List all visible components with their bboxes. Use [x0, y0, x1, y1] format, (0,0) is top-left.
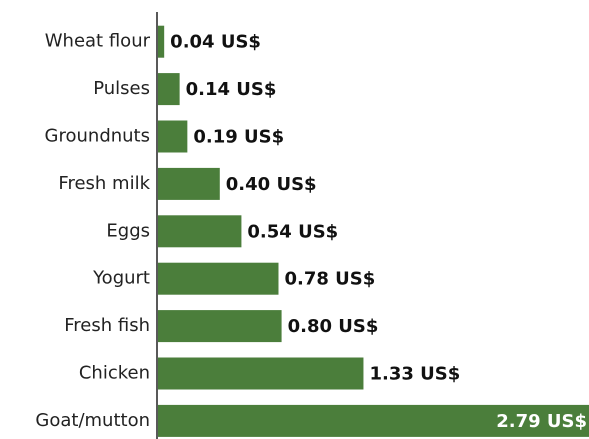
bar: [158, 357, 364, 390]
value-label: 2.79 US$: [496, 411, 587, 432]
bar: [158, 25, 165, 58]
value-label: 0.04 US$: [170, 32, 261, 53]
bar: [158, 404, 589, 437]
category-label: Groundnuts: [45, 126, 150, 147]
bar: [158, 215, 242, 248]
category-label: Chicken: [79, 363, 150, 384]
value-label: 1.33 US$: [369, 364, 460, 385]
category-label: Yogurt: [92, 268, 150, 289]
bar: [158, 73, 180, 106]
value-label: 0.80 US$: [288, 316, 379, 337]
value-label: 0.40 US$: [226, 174, 317, 195]
bar: [158, 120, 188, 153]
bar: [158, 310, 282, 343]
category-label: Fresh milk: [58, 173, 150, 194]
category-label: Wheat flour: [45, 31, 151, 52]
category-label: Goat/mutton: [35, 410, 150, 431]
value-label: 0.54 US$: [247, 221, 338, 242]
value-label: 0.19 US$: [193, 127, 284, 148]
value-label: 0.14 US$: [186, 79, 277, 100]
category-label: Pulses: [93, 78, 150, 99]
bar: [158, 167, 220, 200]
category-label: Eggs: [106, 220, 150, 241]
category-label: Fresh fish: [64, 315, 150, 336]
value-label: 0.78 US$: [284, 269, 375, 290]
bar: [158, 262, 279, 295]
